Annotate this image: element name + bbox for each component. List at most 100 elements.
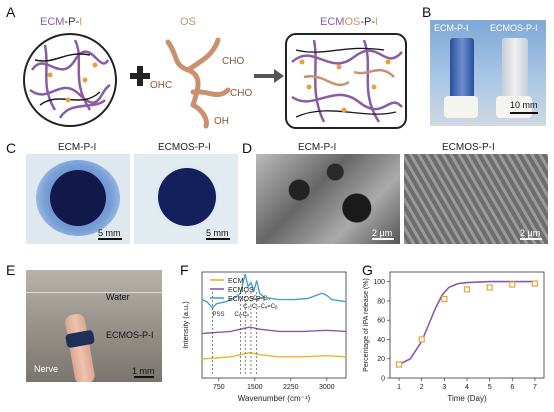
scale-bar [206,238,230,240]
label-part: -P- [360,16,376,28]
scale-text: 10 mm [510,100,538,110]
data-point [441,295,448,303]
plot-frame [201,271,347,379]
x-tick-label: 3 [442,384,446,391]
series-line [201,326,347,335]
x-tick-label: 6 [510,384,514,391]
water-label: Water [106,292,130,302]
y-tick-label: 80 [377,298,385,305]
gel-photo-left: 5 mm [26,154,130,244]
ftir-spectrum-chart: PSS Cₓ-Cₓ C₀-C₀ -Cₐ=C₀ -Cₐ=Cᵦ ECM ECMOS ECMOS-P… [181,271,347,403]
label-part: ECM [320,16,345,28]
cho-group-2: CHO [230,88,252,99]
peak-annotation: -Cₐ=C₀ [251,296,270,302]
legend-label: ECMOS [228,287,254,294]
ecmos-p-i-label: ECMOS-P-I [320,16,378,28]
legend-label: ECMOS-P-I [228,296,265,303]
label-part: I [375,16,379,28]
panel-g-letter: G [362,262,373,278]
ecm-p-i-label: ECM-P-I [40,16,82,28]
panel-b-letter: B [422,4,432,20]
panel-a-letter: A [6,4,16,20]
gel-disc [158,168,216,226]
panel-f-letter: F [180,262,189,278]
arrow-right-icon [254,69,284,83]
oh-group: OH [214,116,229,127]
series-line [201,351,347,360]
data-point [509,281,516,288]
panel-c-letter: C [6,140,17,156]
data-point [418,336,425,343]
x-tick-label: 1 [397,384,401,391]
y-tick-label: 20 [377,356,385,363]
data-point [486,284,493,291]
x-tick-label: 7 [533,384,537,391]
sem-label-right: ECMOS-P-I [442,142,495,153]
peak-annotation: -Cₐ=Cᵦ [259,304,278,310]
legend-label: ECM [228,278,244,285]
sem-label-left: ECM-P-I [298,142,337,153]
vial-photo: ECM-P-I ECMOS-P-I 10 mm [430,20,546,126]
x-tick-label: 2250 [283,384,299,391]
scale-bar [520,238,542,240]
ecm-p-i-circle-diagram [23,33,117,127]
scale-text: 2 μm [372,228,393,238]
ohc-group: OHC [150,80,172,91]
ecmos-p-i-network-diagram [285,33,407,129]
x-axis-label: Wavenumber (cm⁻¹) [238,394,311,403]
x-tick-label: 4 [465,384,469,391]
gel-disc [50,170,106,226]
gel-label-left: ECM-P-I [58,142,97,153]
scale-text: 2 μm [520,228,541,238]
vial-label-left: ECM-P-I [434,23,469,33]
gel-label: ECMOS-P-I [106,330,154,340]
water-line [26,292,162,293]
gel-photo-right: 5 mm [134,154,238,244]
y-tick-label: 0 [381,376,385,383]
y-tick-label: 100 [373,279,385,286]
data-point [463,286,471,293]
x-tick-label: 3000 [319,384,335,391]
peak-annotation: PSS [213,312,225,318]
x-tick-label: 1500 [247,384,263,391]
panel-e-letter: E [6,262,16,278]
x-axis-label: Time (Day) [447,394,487,403]
y-tick-label: 60 [377,318,385,325]
peak-annotation: C₀-C₀ [243,304,259,310]
data-point [395,361,403,368]
label-part: ECM [40,16,65,28]
scale-bar [372,238,394,240]
panel-d-letter: D [242,140,253,156]
y-tick-label: 40 [377,337,385,344]
y-axis-label: Intensity (a.u.) [181,301,190,349]
ipa-release-chart: 1 2 3 4 5 6 7 0 20 40 60 80 100 Time (Day) Percentage … [363,271,545,403]
x-tick-label: 5 [488,384,492,391]
fit-curve [398,280,535,366]
scale-bar [134,376,154,378]
peak-annotation: Cₓ-Cₓ [234,312,249,318]
sem-image-right: 2 μm [404,154,548,244]
y-axis-label: Percentage of IPA release (%) [363,278,370,372]
scale-bar [510,112,538,114]
vial-label-right: ECMOS-P-I [490,23,538,33]
nerve-photo: Water ECMOS-P-I Nerve 1 mm [26,270,162,382]
label-part: I [79,16,83,28]
sem-image-left: 2 μm [256,154,400,244]
label-part: -P- [64,16,80,28]
scale-text: 5 mm [206,228,229,238]
scale-bar [98,238,122,240]
plus-icon [130,66,150,86]
gel-base-left [444,96,478,118]
os-label: OS [180,16,196,28]
x-tick-label: 750 [213,384,225,391]
gel-label-right: ECMOS-P-I [158,142,211,153]
os-molecule-diagram: OHC CHO OH CHO [150,37,252,129]
cho-group-1: CHO [222,56,244,67]
nerve-label: Nerve [34,364,59,374]
label-part: OS [344,16,361,28]
series-line [201,273,347,310]
x-tick-label: 2 [420,384,424,391]
data-point [531,280,539,287]
scale-text: 5 mm [98,228,121,238]
scale-text: 1 mm [132,366,155,376]
